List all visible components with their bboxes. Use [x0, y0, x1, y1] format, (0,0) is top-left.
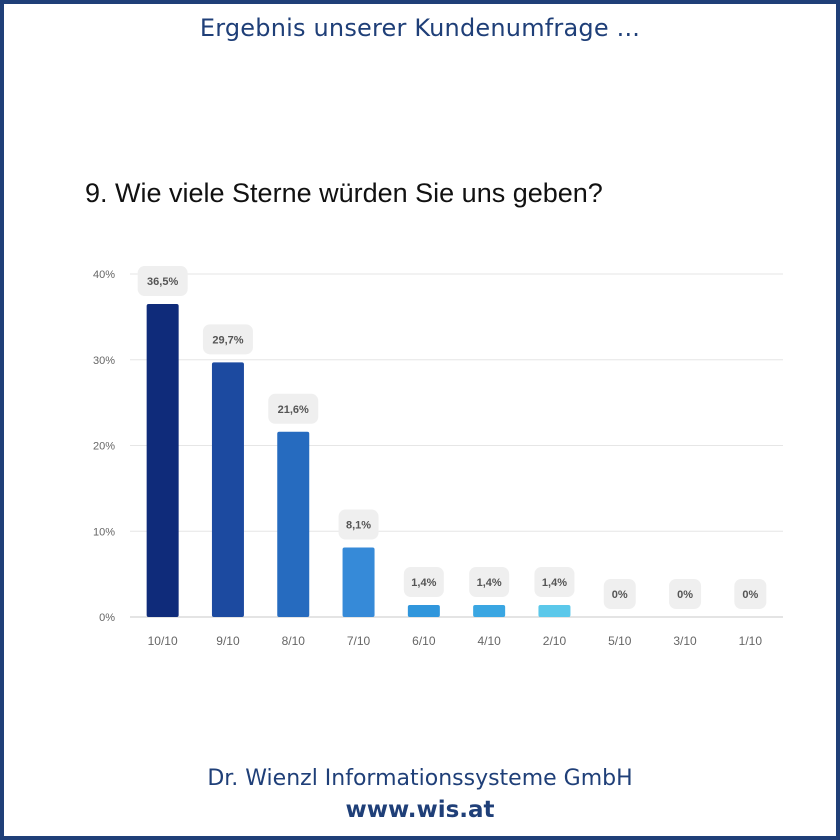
data-label: 29,7% — [212, 334, 243, 346]
bar — [407, 604, 440, 617]
data-label-bg — [202, 324, 253, 355]
data-label: 21,6% — [278, 404, 309, 416]
data-label-bg — [669, 579, 702, 609]
y-tick-label: 10% — [93, 526, 115, 538]
x-tick-label: 3/10 — [673, 634, 697, 648]
data-label-bg — [268, 393, 319, 424]
bar — [538, 604, 571, 617]
x-tick-label: 5/10 — [608, 634, 632, 648]
data-label: 8,1% — [346, 520, 371, 532]
data-label: 36,5% — [147, 276, 178, 288]
data-label-bg — [403, 566, 444, 597]
data-label-bg — [338, 509, 379, 540]
x-tick-label: 8/10 — [282, 634, 306, 648]
bar — [342, 547, 375, 617]
data-label-bg — [603, 579, 636, 609]
bar — [211, 362, 244, 617]
data-label-bg — [734, 579, 767, 609]
data-label: 1,4% — [477, 577, 502, 589]
x-tick-label: 4/10 — [477, 634, 501, 648]
company-name: Dr. Wienzl Informationssysteme GmbH — [207, 766, 633, 791]
question-title: 9. Wie viele Sterne würden Sie uns geben… — [85, 178, 603, 208]
x-tick-label: 7/10 — [347, 634, 371, 648]
bar — [146, 304, 179, 617]
bar — [473, 604, 506, 617]
y-tick-label: 0% — [99, 612, 115, 624]
website-url: www.wis.at — [345, 797, 495, 823]
data-label: 0% — [612, 589, 628, 601]
data-label: 1,4% — [411, 577, 436, 589]
data-label: 1,4% — [542, 577, 567, 589]
x-tick-label: 2/10 — [543, 634, 567, 648]
y-tick-label: 20% — [93, 441, 115, 453]
data-label: 0% — [742, 589, 758, 601]
data-label-bg — [534, 566, 575, 597]
data-label-bg — [469, 566, 510, 597]
x-tick-label: 1/10 — [739, 634, 763, 648]
bar — [277, 431, 310, 617]
x-tick-label: 10/10 — [148, 634, 178, 648]
data-label-bg — [137, 266, 188, 297]
data-label: 0% — [677, 589, 693, 601]
x-tick-label: 6/10 — [412, 634, 436, 648]
page-title: Ergebnis unserer Kundenumfrage ... — [199, 14, 641, 42]
y-tick-label: 40% — [93, 269, 115, 281]
x-tick-label: 9/10 — [216, 634, 240, 648]
y-tick-label: 30% — [93, 355, 115, 367]
